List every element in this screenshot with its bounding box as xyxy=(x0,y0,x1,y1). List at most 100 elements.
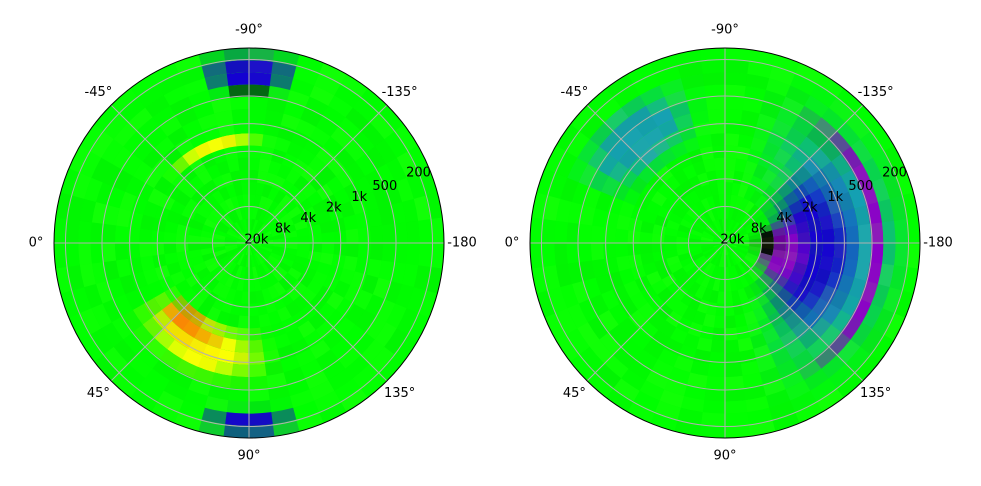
heat-cell xyxy=(812,168,831,189)
heat-cell xyxy=(687,97,709,114)
heat-cell xyxy=(688,233,702,240)
heat-cell xyxy=(603,226,617,243)
heat-cell xyxy=(121,309,143,333)
heat-cell xyxy=(369,113,395,141)
heat-cell xyxy=(317,401,347,424)
heat-cell xyxy=(226,158,240,173)
heat-cell xyxy=(270,224,283,234)
heat-cell xyxy=(724,267,730,280)
heat-cell xyxy=(576,321,600,347)
heat-cell xyxy=(755,179,770,195)
heat-cell xyxy=(726,218,732,232)
heat-cell xyxy=(401,263,419,289)
heat-cell xyxy=(664,234,677,243)
heat-cell xyxy=(666,190,683,206)
heat-cell xyxy=(152,105,177,127)
grid-ring xyxy=(64,58,434,428)
heat-cell xyxy=(245,230,249,243)
heat-cell xyxy=(860,182,879,207)
heat-cell xyxy=(361,274,379,296)
heat-cell xyxy=(315,349,339,371)
heat-cell xyxy=(111,87,139,114)
heat-cell xyxy=(827,332,851,356)
heat-cell xyxy=(689,360,710,376)
heat-cell xyxy=(151,62,181,85)
heat-cell xyxy=(280,113,302,131)
heat-cell xyxy=(661,198,677,213)
heat-cell xyxy=(657,205,673,220)
heat-cell xyxy=(530,216,544,243)
heat-cell xyxy=(175,242,189,253)
heat-cell xyxy=(747,61,774,79)
heat-cell xyxy=(227,228,240,237)
heat-cell xyxy=(785,233,799,244)
heat-cell xyxy=(768,191,784,207)
heat-cell xyxy=(725,60,751,74)
heat-cell xyxy=(259,247,272,256)
heat-cell xyxy=(729,278,738,292)
polar-heatmap-right: 200 500 1k 2k 4k 8k 20k -90° -135° -180 135° 90° 45… xyxy=(505,23,953,464)
heat-cell xyxy=(219,271,231,286)
heat-cell xyxy=(830,257,846,276)
heat-cell xyxy=(676,407,703,425)
heat-cell xyxy=(688,246,702,253)
heat-cell xyxy=(335,148,356,170)
heat-cell xyxy=(859,280,879,305)
heat-cell xyxy=(770,219,784,231)
heat-cell xyxy=(638,379,665,401)
heat-cell xyxy=(734,313,748,328)
heat-cell xyxy=(709,121,726,135)
heat-cell xyxy=(163,84,190,106)
heat-cell xyxy=(677,224,692,234)
heat-cell xyxy=(151,358,176,381)
heat-cell xyxy=(206,213,221,225)
heat-cell xyxy=(764,389,791,409)
heat-cell xyxy=(328,95,354,118)
heat-cell xyxy=(143,168,163,189)
heat-cell xyxy=(870,124,895,153)
heat-cell xyxy=(232,351,249,365)
heat-cell xyxy=(590,242,605,261)
radial-tick-label: 8k xyxy=(275,222,291,237)
heat-cell xyxy=(790,74,818,96)
heat-cell xyxy=(283,101,306,120)
heat-cell xyxy=(223,213,235,226)
heat-cell xyxy=(292,400,319,420)
heat-cell xyxy=(219,216,232,229)
grid-spoke xyxy=(724,104,864,244)
heat-cell xyxy=(300,107,324,128)
heat-cell xyxy=(664,249,678,259)
heat-cell xyxy=(366,208,383,228)
heat-cell xyxy=(701,246,714,253)
heat-cell xyxy=(841,146,863,171)
heat-cell xyxy=(759,199,774,214)
heat-cell xyxy=(164,252,179,266)
heat-cell xyxy=(248,339,264,353)
heat-cell xyxy=(174,137,195,156)
heat-cell xyxy=(350,196,367,216)
heat-cell xyxy=(354,310,376,333)
heat-cell xyxy=(889,265,907,292)
heat-cell xyxy=(792,210,808,225)
heat-cell xyxy=(151,229,165,243)
heat-cell xyxy=(754,213,768,225)
heat-cell xyxy=(883,145,906,175)
heat-cell xyxy=(312,200,329,216)
heat-cell xyxy=(201,61,228,79)
heat-cell xyxy=(319,252,334,266)
heat-cell xyxy=(225,60,251,74)
heat-cell xyxy=(600,288,620,311)
heat-cell xyxy=(249,243,256,255)
heat-cell xyxy=(644,369,670,390)
heat-cell xyxy=(676,242,689,250)
heat-cell xyxy=(821,107,847,132)
heat-cell xyxy=(589,168,610,192)
heat-cell xyxy=(249,96,270,111)
heat-cell xyxy=(737,243,750,247)
heat-cell xyxy=(664,89,689,108)
heat-cell xyxy=(750,208,764,221)
heat-cell xyxy=(725,232,733,243)
heat-cell xyxy=(241,182,250,195)
heat-cell xyxy=(253,194,262,208)
heat-cell xyxy=(354,289,373,311)
